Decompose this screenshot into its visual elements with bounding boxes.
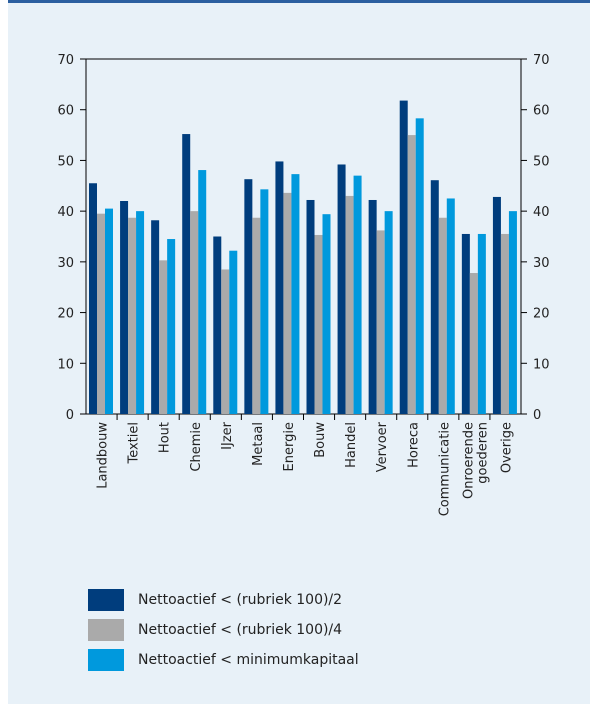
bar (244, 179, 253, 414)
y-tick-label-right: 20 (533, 307, 550, 322)
x-tick-label: Hout (158, 422, 173, 453)
bar (430, 180, 439, 414)
y-tick-label-left: 60 (57, 104, 74, 119)
y-tick-label-right: 10 (533, 357, 550, 372)
top-border-line (8, 0, 590, 3)
bar (182, 134, 191, 415)
bar (314, 234, 323, 414)
legend-item: Nettoactief < minimumkapitaal (88, 646, 359, 673)
y-tick-label-left: 40 (57, 205, 74, 220)
bar (190, 211, 199, 414)
bar (97, 213, 105, 414)
bar (275, 161, 284, 414)
bar (120, 201, 129, 414)
bar (159, 260, 168, 414)
y-tick-label-right: 50 (533, 154, 550, 169)
legend-label: Nettoactief < minimumkapitaal (138, 651, 359, 668)
legend-label: Nettoactief < (rubriek 100)/4 (138, 621, 343, 638)
legend: Nettoactief < (rubriek 100)/2 Nettoactie… (88, 586, 359, 676)
y-tick-label-left: 30 (57, 256, 74, 271)
bar (376, 230, 385, 414)
bar (136, 211, 145, 414)
bar (407, 135, 416, 415)
x-tick-label: Chemie (189, 422, 204, 472)
y-tick-label-left: 70 (57, 53, 74, 68)
bar (469, 273, 478, 414)
bar (229, 250, 238, 414)
bar (384, 211, 393, 414)
y-tick-label-right: 40 (533, 205, 550, 220)
bar (461, 233, 470, 414)
bar (89, 183, 97, 414)
bar (306, 199, 315, 414)
bar (337, 164, 346, 414)
y-tick-label-right: 60 (533, 104, 550, 119)
y-tick-label-right: 70 (533, 53, 550, 68)
y-tick-label-left: 20 (57, 307, 74, 322)
bar (128, 217, 137, 414)
bar (368, 199, 377, 414)
bar (415, 118, 424, 414)
legend-item: Nettoactief < (rubriek 100)/4 (88, 616, 359, 643)
bar (438, 217, 447, 414)
y-tick-label-right: 0 (533, 408, 541, 423)
bar (291, 174, 300, 414)
y-tick-label-left: 0 (66, 408, 74, 423)
x-tick-label: Textiel (127, 422, 142, 465)
x-tick-label: Bouw (313, 422, 328, 458)
legend-label: Nettoactief < (rubriek 100)/2 (138, 591, 343, 608)
legend-swatch (88, 648, 124, 671)
bar (221, 269, 230, 414)
y-tick-label-left: 10 (57, 357, 74, 372)
x-tick-label: Handel (344, 422, 359, 468)
x-tick-label: Horeca (406, 422, 421, 468)
bar (213, 236, 222, 414)
bar (151, 220, 160, 414)
bar (283, 192, 292, 414)
x-tick-label: Communicatie (437, 422, 452, 516)
bar (477, 233, 486, 414)
x-tick-label: Metaal (251, 422, 266, 466)
legend-swatch (88, 588, 124, 611)
bar (345, 195, 354, 414)
x-tick-label: Overige (499, 422, 514, 473)
bar (322, 214, 331, 414)
bar (399, 100, 408, 414)
bar (508, 211, 517, 414)
x-tick-label: IJzer (220, 421, 235, 449)
bar (492, 196, 501, 414)
bar (198, 170, 207, 414)
x-tick-label: Energie (282, 422, 297, 471)
bar (252, 217, 261, 414)
legend-swatch (88, 618, 124, 641)
y-tick-label-left: 50 (57, 154, 74, 169)
bar (167, 239, 176, 414)
x-tick-label: Onroerende (461, 422, 476, 499)
bar-chart: 0 0 10 10 20 20 30 30 40 40 50 50 60 60 70 70 Landbouw Te… (57, 53, 550, 516)
legend-item: Nettoactief < (rubriek 100)/2 (88, 586, 359, 613)
bar (105, 208, 113, 414)
x-tick-label: Landbouw (96, 422, 111, 489)
y-tick-label-right: 30 (533, 256, 550, 271)
bar (260, 189, 269, 414)
x-tick-label: goederen (475, 422, 490, 484)
bar (500, 233, 509, 414)
bar (353, 175, 362, 414)
x-tick-label: Vervoer (375, 421, 390, 472)
bar (446, 198, 455, 414)
